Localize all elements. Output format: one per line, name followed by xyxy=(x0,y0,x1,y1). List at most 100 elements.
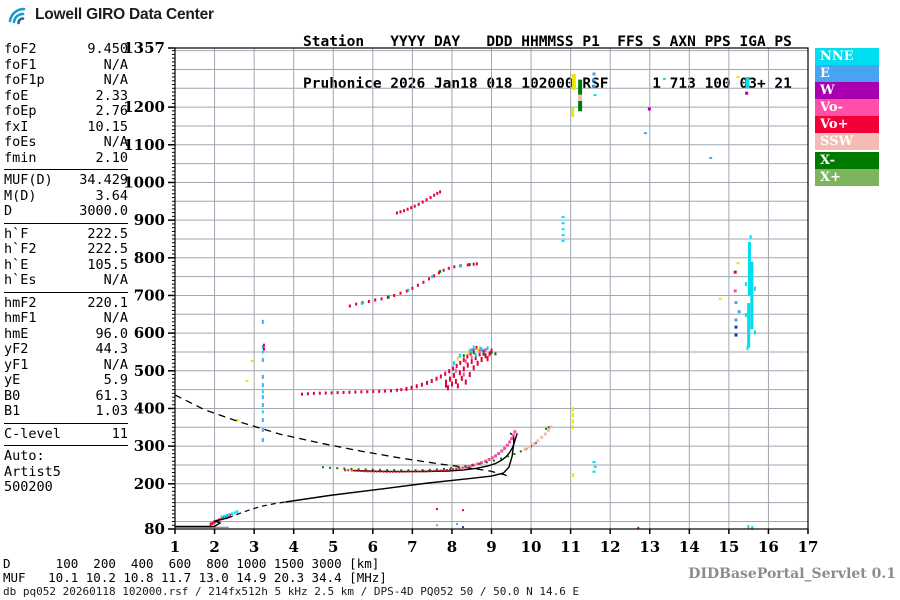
parameter-value: N/A xyxy=(103,56,128,73)
otrace-red-dot xyxy=(420,470,423,473)
hop2-spread-nne-dot xyxy=(458,353,461,358)
otrace-red-dot xyxy=(344,469,347,472)
x-tick-label: 2 xyxy=(209,538,219,556)
noise-streak xyxy=(747,303,751,348)
xtrace-green-dot xyxy=(357,468,360,471)
otrace-red-dot xyxy=(347,469,350,472)
otrace-red-dot xyxy=(369,470,372,473)
hop2-spread-red-dot xyxy=(446,385,449,391)
measurement-info-line: db pq052 20260118 102000.rsf / 214fx512h… xyxy=(3,585,580,598)
parameter-name: yF1 xyxy=(4,356,29,373)
xtrace-green-dot xyxy=(545,427,548,430)
hop4-red-dot xyxy=(436,191,439,195)
hop2-spread-pink-dot xyxy=(464,359,467,364)
col573-yellow-low-dot xyxy=(571,419,574,424)
col263-nne-dot xyxy=(261,350,264,354)
xtrace-green-dot xyxy=(534,442,537,445)
xtrace-green-dot xyxy=(350,467,353,470)
otrace-fit xyxy=(352,433,518,473)
col263-blue-dot xyxy=(261,418,264,423)
parameter-row: fxI 10.15 xyxy=(4,119,128,136)
hop2-rise-dot xyxy=(448,369,451,374)
col263-red-dot xyxy=(263,347,266,351)
otrace-red-dot xyxy=(448,468,451,471)
parameter-name: foEs xyxy=(4,134,37,150)
parameter-value: N/A xyxy=(103,356,128,373)
otrace-pink-cusp-dot xyxy=(500,449,504,453)
legend-item-ssw: SSW xyxy=(815,133,879,150)
noise-streak xyxy=(578,94,583,100)
hop3-red-dot xyxy=(348,304,351,308)
hop2-spread-green-dot xyxy=(490,351,493,355)
otrace-red-dot xyxy=(398,470,401,473)
hop2-flat-dot xyxy=(384,389,387,393)
noise746-dots-navy-dot xyxy=(734,333,738,337)
hop4-red-dot xyxy=(433,193,436,197)
xtrace-green-dot xyxy=(364,468,367,471)
otrace-red-dot xyxy=(388,470,391,473)
parameter-name: foF1 xyxy=(4,56,37,73)
hop3-red-dot xyxy=(453,265,456,269)
hop2-spread-red-dot xyxy=(484,353,487,359)
hop3-nne-dot xyxy=(407,288,410,292)
hop2-flat-dot xyxy=(360,390,363,394)
e-echo-nne-dot xyxy=(236,510,239,514)
hop2-spread-red-dot xyxy=(445,379,448,385)
otrace-red-dot xyxy=(385,470,388,473)
col263-blue-dot xyxy=(261,395,264,400)
hop3-red-dot xyxy=(466,263,469,267)
hop2-flat-dot xyxy=(400,388,403,392)
col263-nne-dot xyxy=(261,390,264,394)
otrace-red-dot xyxy=(410,470,413,473)
hop4-red-dot xyxy=(410,206,413,210)
otrace-pink-cusp-dot xyxy=(503,446,507,450)
col573-yellow-low-dot xyxy=(571,473,574,478)
hop4-red-dot xyxy=(417,202,420,206)
hop3-red-dot xyxy=(475,262,478,266)
e-echo-o-dot xyxy=(222,516,225,520)
otrace-red-dot xyxy=(372,470,375,473)
hop3-nne-dot xyxy=(431,275,434,279)
hop2-flat-dot xyxy=(372,390,375,394)
otrace-red-dot xyxy=(366,470,369,473)
otrace-red-dot xyxy=(442,469,445,472)
hop2-spread-green-dot xyxy=(462,354,465,358)
parameter-value: N/A xyxy=(103,272,128,288)
col594-blue-top-dot xyxy=(592,78,596,82)
xtrace-salmon-dot xyxy=(543,432,547,436)
hop2-spread-red-dot xyxy=(466,362,469,368)
parameter-row: MUF(D) 34.429 xyxy=(4,172,128,189)
col594-blue-top-dot xyxy=(592,72,596,76)
misc-blue-dot xyxy=(643,132,647,135)
hop2-spread-pink-dot xyxy=(454,368,457,373)
hop3-green-dot xyxy=(387,295,390,299)
parameter-row: B1 1.03 xyxy=(4,403,128,420)
e-echo-nne-dot xyxy=(228,513,231,517)
legend-item-e: E xyxy=(815,65,879,82)
hop2-spread-red-dot xyxy=(462,366,465,372)
otrace-red-dot xyxy=(445,469,448,472)
hop2-spread-red-dot xyxy=(476,360,479,366)
otrace-red-dot xyxy=(426,470,429,473)
otrace-pink-cusp-dot xyxy=(480,461,484,465)
parameter-value: 220.1 xyxy=(87,294,128,311)
hop2-spread-blue-dot xyxy=(479,346,482,350)
misc-blue-low-dot xyxy=(456,523,459,526)
parameter-name: B1 xyxy=(4,403,21,419)
hop2-flat-dot xyxy=(342,390,345,394)
parameter-value: 96.0 xyxy=(95,325,128,342)
y-tick-label: 1357 xyxy=(123,39,165,57)
panel-divider xyxy=(4,222,128,224)
parameter-value: 3.64 xyxy=(95,187,128,204)
parameter-name: C-level xyxy=(4,425,61,442)
xtrace-salmon-dot xyxy=(540,435,544,439)
col563-nne-dot xyxy=(561,239,565,242)
x-tick-label: 10 xyxy=(521,538,542,556)
parameter-value: 11 xyxy=(111,425,128,442)
otrace-pink-cusp-dot xyxy=(487,458,491,462)
col263-blue-dot xyxy=(261,345,264,350)
hop3-red-dot xyxy=(472,262,475,266)
hop2-spread-pink-dot xyxy=(478,349,481,354)
otrace-red-dot xyxy=(433,469,436,472)
